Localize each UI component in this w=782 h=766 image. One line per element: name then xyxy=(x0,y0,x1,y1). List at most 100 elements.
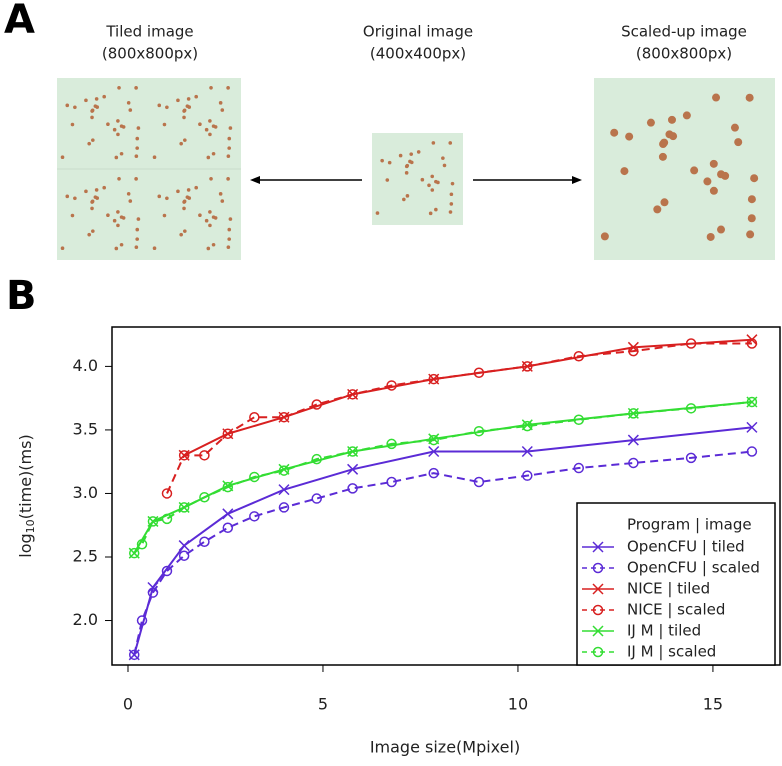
y-tick-label: 4.0 xyxy=(73,356,98,375)
colony xyxy=(220,199,225,203)
colony xyxy=(721,171,730,180)
colony xyxy=(119,151,124,156)
colony xyxy=(209,176,213,181)
colony xyxy=(126,192,131,196)
colony xyxy=(116,132,120,137)
colony xyxy=(380,158,384,163)
colony xyxy=(136,217,141,221)
marker-o xyxy=(222,481,234,493)
colony xyxy=(703,177,712,186)
colony xyxy=(227,136,232,141)
marker-o xyxy=(147,587,159,598)
colony xyxy=(135,136,140,141)
colony xyxy=(712,93,721,102)
marker-x xyxy=(178,540,190,552)
colony xyxy=(136,126,141,130)
colony xyxy=(385,178,390,182)
marker-o xyxy=(278,465,290,476)
marker-o xyxy=(161,513,173,525)
colony xyxy=(375,211,380,215)
colony xyxy=(659,140,668,149)
colony xyxy=(182,115,186,120)
colony xyxy=(185,195,190,199)
colony xyxy=(747,214,756,223)
colony xyxy=(121,125,126,129)
colony xyxy=(114,155,119,160)
legend-title: Program | image xyxy=(627,516,752,534)
colony xyxy=(60,155,65,159)
colony xyxy=(65,194,70,199)
colony xyxy=(165,196,169,201)
colony xyxy=(436,180,440,185)
colony xyxy=(176,189,180,194)
x-axis-label: Image size(Mpixel) xyxy=(370,738,520,757)
colony xyxy=(194,94,199,99)
legend-label: OpenCFU | tiled xyxy=(627,538,745,556)
colony xyxy=(745,93,754,102)
plot-frame xyxy=(111,326,781,666)
colony xyxy=(128,108,133,112)
colony xyxy=(227,227,232,232)
marker-x xyxy=(746,421,758,433)
colony xyxy=(90,200,94,204)
colony xyxy=(93,104,98,108)
marker-o xyxy=(628,345,639,357)
series-line xyxy=(166,342,752,494)
marker-o xyxy=(311,453,322,465)
colony xyxy=(134,86,138,90)
marker-o xyxy=(473,476,485,488)
marker-o xyxy=(522,470,533,481)
colony xyxy=(206,155,211,160)
colony xyxy=(90,109,94,113)
colony xyxy=(448,141,453,145)
marker-o xyxy=(428,373,439,385)
colony xyxy=(730,123,739,132)
colony xyxy=(409,152,414,156)
colony xyxy=(60,246,65,250)
marker-o xyxy=(573,414,585,426)
colony xyxy=(117,85,121,90)
marker-o xyxy=(347,446,358,457)
colony xyxy=(152,246,157,250)
colony xyxy=(152,155,157,159)
marker-o xyxy=(386,476,397,488)
legend-label: NICE | tiled xyxy=(627,580,710,598)
marker-o xyxy=(592,604,604,616)
image-title: Scaled-up image xyxy=(621,23,747,41)
colony xyxy=(134,154,139,158)
legend-box xyxy=(576,502,776,666)
colony xyxy=(198,122,202,127)
image-title: Original image xyxy=(363,23,473,41)
arrow-head xyxy=(250,176,260,184)
colony xyxy=(157,194,162,199)
marker-x xyxy=(428,433,440,445)
marker-o xyxy=(199,450,210,461)
marker-o xyxy=(592,562,604,574)
colony xyxy=(653,205,662,214)
panel-label: A xyxy=(4,0,35,43)
images xyxy=(57,78,775,260)
y-tick-label: 2.0 xyxy=(73,610,98,629)
colony xyxy=(182,109,186,113)
colony xyxy=(404,164,409,169)
x-tick-label: 0 xyxy=(123,695,133,714)
colony xyxy=(428,211,433,216)
colony xyxy=(73,105,77,110)
colony xyxy=(176,98,180,103)
colony xyxy=(179,141,183,146)
marker-o xyxy=(592,646,604,658)
marker-o xyxy=(573,350,585,362)
colony xyxy=(213,216,218,220)
marker-o xyxy=(136,615,148,626)
colony xyxy=(398,153,403,158)
panel-label: B xyxy=(6,273,37,319)
colony xyxy=(70,122,75,127)
colony xyxy=(690,166,699,175)
marker-o xyxy=(522,361,533,372)
colony xyxy=(747,195,756,204)
marker-o xyxy=(178,550,190,561)
y-tick-label: 3.5 xyxy=(73,419,98,438)
y-tick-label: 2.5 xyxy=(73,546,98,565)
colony xyxy=(94,188,99,192)
marker-o xyxy=(685,452,697,464)
